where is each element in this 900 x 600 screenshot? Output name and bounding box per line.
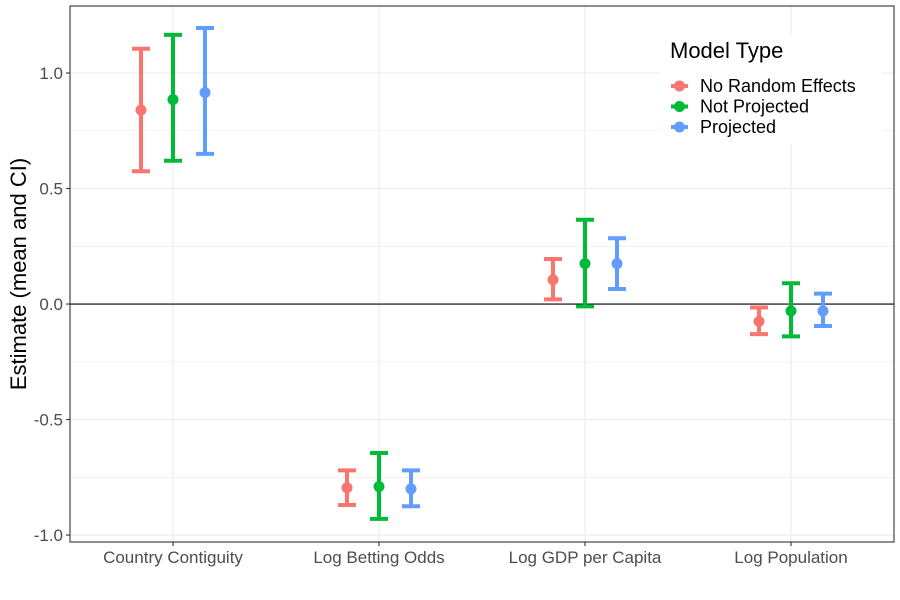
legend-item: Projected [671, 117, 776, 137]
legend-item: Not Projected [671, 97, 809, 117]
y-axis-title: Estimate (mean and CI) [6, 158, 31, 390]
mean-point [753, 315, 765, 327]
errorbar-group [576, 217, 594, 309]
errorbar-group [164, 32, 182, 163]
errorbar-group [132, 46, 150, 174]
errorbar-group [196, 25, 214, 156]
mean-point [579, 258, 591, 270]
legend-label: Projected [700, 117, 776, 137]
mean-point [167, 94, 179, 106]
errorbar-group [782, 281, 800, 339]
mean-point [611, 258, 623, 270]
legend-key-point [674, 121, 685, 133]
mean-point [547, 274, 559, 286]
legend-label: No Random Effects [700, 76, 856, 96]
mean-point [405, 483, 417, 495]
mean-point [817, 305, 829, 317]
errorbar-group [370, 451, 388, 521]
errorbar-group [750, 305, 768, 337]
errorbar-group [814, 291, 832, 328]
legend-item: No Random Effects [671, 76, 856, 96]
y-tick-label: -1.0 [34, 526, 63, 545]
errorbar-group [402, 468, 420, 509]
panel-border [69, 5, 895, 543]
y-tick-label: 1.0 [39, 64, 63, 83]
errorbar-group [608, 236, 626, 292]
mean-point [199, 87, 211, 99]
y-tick-label: 0.5 [39, 180, 63, 199]
axis-layer: -1.0 -0.5 0.0 0.5 1.0 Country Contiguity Log B… [34, 64, 848, 567]
x-tick-label: Log Betting Odds [313, 548, 444, 567]
x-tick-label: Log Population [734, 548, 847, 567]
data-layer [132, 25, 832, 521]
y-tick-label: 0.0 [39, 295, 63, 314]
legend-background [660, 34, 882, 144]
errorbar-group [338, 468, 356, 508]
mean-point [341, 482, 353, 494]
mean-point [373, 481, 385, 493]
legend-key-point [674, 101, 685, 112]
legend-key-point [674, 80, 685, 92]
mean-point [135, 104, 147, 116]
x-tick-label: Country Contiguity [103, 548, 243, 567]
legend-title: Model Type [670, 38, 783, 63]
mean-point [785, 305, 797, 317]
errorbar-group [544, 256, 562, 302]
legend-label: Not Projected [700, 97, 809, 117]
y-tick-label: -0.5 [34, 411, 63, 430]
x-tick-label: Log GDP per Capita [509, 548, 662, 567]
